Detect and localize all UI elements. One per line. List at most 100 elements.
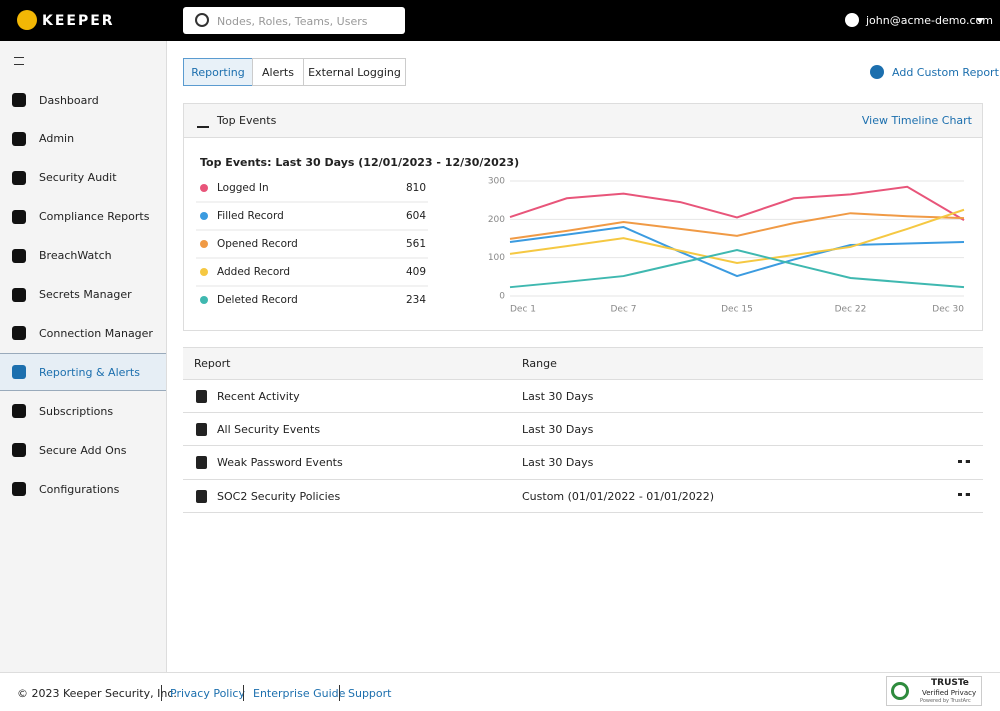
badge-text: Powered by TrustArc xyxy=(920,698,971,704)
series-line xyxy=(509,225,965,278)
legend-dot xyxy=(200,212,208,220)
y-tick-label: 0 xyxy=(499,292,505,302)
legend-label: Logged In xyxy=(217,182,269,194)
legend-label: Filled Record xyxy=(217,210,284,222)
badge-text: Verified Privacy xyxy=(922,689,977,697)
search-icon xyxy=(195,13,209,27)
legend-label: Deleted Record xyxy=(217,294,298,306)
legend-total: 409 xyxy=(406,266,426,278)
cell: Recent Activity xyxy=(217,389,300,403)
cell: Weak Password Events xyxy=(217,456,343,470)
legend-dot xyxy=(200,268,208,276)
nav-icon xyxy=(12,404,26,419)
report-icon xyxy=(196,489,207,503)
nav-label: Compliance Reports xyxy=(39,210,150,224)
footer-link[interactable]: Enterprise Guide xyxy=(253,687,346,700)
nav-label: Reporting & Alerts xyxy=(39,365,140,379)
nav-item[interactable]: Security Audit xyxy=(0,159,166,197)
legend-total: 561 xyxy=(406,238,426,250)
nav-icon xyxy=(12,131,26,146)
divider xyxy=(161,685,162,701)
cell: Last 30 Days xyxy=(522,389,594,403)
cell: Last 30 Days xyxy=(522,456,594,470)
table-header: Report Range xyxy=(183,347,983,380)
report-icon xyxy=(196,422,207,436)
user-icon xyxy=(845,13,859,27)
table-row[interactable]: SOC2 Security Policies Custom (01/01/2022… xyxy=(183,480,983,514)
nav-label: BreachWatch xyxy=(39,249,112,263)
nav-icon xyxy=(12,365,26,380)
nav-item[interactable]: Configurations xyxy=(0,470,166,508)
nav-item[interactable]: Secure Add Ons xyxy=(0,431,166,469)
nav-label: Security Audit xyxy=(39,171,117,185)
x-tick-label: Dec 30 xyxy=(932,305,964,315)
legend-total: 234 xyxy=(406,294,426,306)
footer-link[interactable]: Support xyxy=(348,687,392,700)
chart-title: Top Events: Last 30 Days (12/01/2023 - 1… xyxy=(200,156,520,169)
table-row[interactable]: Weak Password Events Last 30 Days xyxy=(183,447,983,480)
top-bar: KEEPER Nodes, Roles, Teams, Users john@a… xyxy=(0,0,1000,41)
panel-header xyxy=(184,104,982,138)
user[interactable]: john@acme-demo.com xyxy=(866,14,993,27)
add-icon xyxy=(870,65,884,79)
nav-item[interactable]: Compliance Reports xyxy=(0,198,166,236)
legend-dot xyxy=(200,296,208,304)
nav-item[interactable]: Reporting & Alerts xyxy=(0,353,166,392)
tab[interactable]: Alerts xyxy=(252,58,304,86)
panel: Top Events View Timeline Chart Top Event… xyxy=(183,103,983,331)
legend-label: Added Record xyxy=(217,266,290,278)
table-row[interactable]: Recent Activity Last 30 Days xyxy=(183,380,983,413)
badge[interactable]: TRUSTe Verified Privacy Powered by Trust… xyxy=(886,676,982,706)
more-menu[interactable] xyxy=(958,493,970,499)
divider xyxy=(339,685,340,701)
series-line xyxy=(509,212,965,240)
x-tick-label: Dec 7 xyxy=(610,305,636,315)
nav-item[interactable]: Connection Manager xyxy=(0,314,166,352)
nav-icon xyxy=(12,287,26,302)
divider xyxy=(243,685,244,701)
series-line xyxy=(509,248,965,289)
nav-icon xyxy=(12,482,26,496)
legend-dot xyxy=(200,184,208,192)
footer-link[interactable]: Privacy Policy xyxy=(170,687,245,700)
tab[interactable]: Reporting xyxy=(183,58,253,86)
nav-item[interactable]: Dashboard xyxy=(0,81,166,119)
nav-label: Dashboard xyxy=(39,93,99,107)
badge-title: TRUSTe xyxy=(931,678,969,688)
badge-icon xyxy=(891,682,909,700)
x-tick-label: Dec 15 xyxy=(721,305,753,315)
nav-item[interactable]: Admin xyxy=(0,120,166,158)
copyright: © 2023 Keeper Security, Inc. xyxy=(17,687,177,700)
nav-item[interactable]: Subscriptions xyxy=(0,392,166,430)
logo: KEEPER xyxy=(42,13,115,29)
nav-label: Secure Add Ons xyxy=(39,443,127,457)
nav-item[interactable]: BreachWatch xyxy=(0,237,166,275)
column-header: Range xyxy=(522,357,557,370)
footer-rule xyxy=(0,672,1000,673)
more-menu[interactable] xyxy=(958,459,970,466)
legend-label: Opened Record xyxy=(217,238,298,250)
nav-icon xyxy=(12,93,26,107)
y-tick-label: 100 xyxy=(488,253,505,263)
y-tick-label: 300 xyxy=(488,177,505,187)
cell: SOC2 Security Policies xyxy=(217,489,341,503)
nav-icon xyxy=(12,248,26,263)
tab[interactable]: External Logging xyxy=(303,58,406,86)
table-row[interactable]: All Security Events Last 30 Days xyxy=(183,413,983,447)
logo-icon xyxy=(17,10,37,30)
menu-icon[interactable] xyxy=(14,57,24,65)
legend-total: 604 xyxy=(406,210,426,222)
timeline-link[interactable]: View Timeline Chart xyxy=(861,114,972,127)
x-tick-label: Dec 1 xyxy=(510,305,536,315)
cell: Last 30 Days xyxy=(522,422,594,436)
legend-dot xyxy=(200,240,208,248)
search[interactable]: Nodes, Roles, Teams, Users xyxy=(183,7,405,34)
panel-title: Top Events xyxy=(217,114,277,127)
nav-item[interactable]: Secrets Manager xyxy=(0,276,166,314)
nav-label: Subscriptions xyxy=(39,404,114,418)
add-report[interactable]: Add Custom Report xyxy=(892,66,999,79)
caret xyxy=(976,18,984,27)
